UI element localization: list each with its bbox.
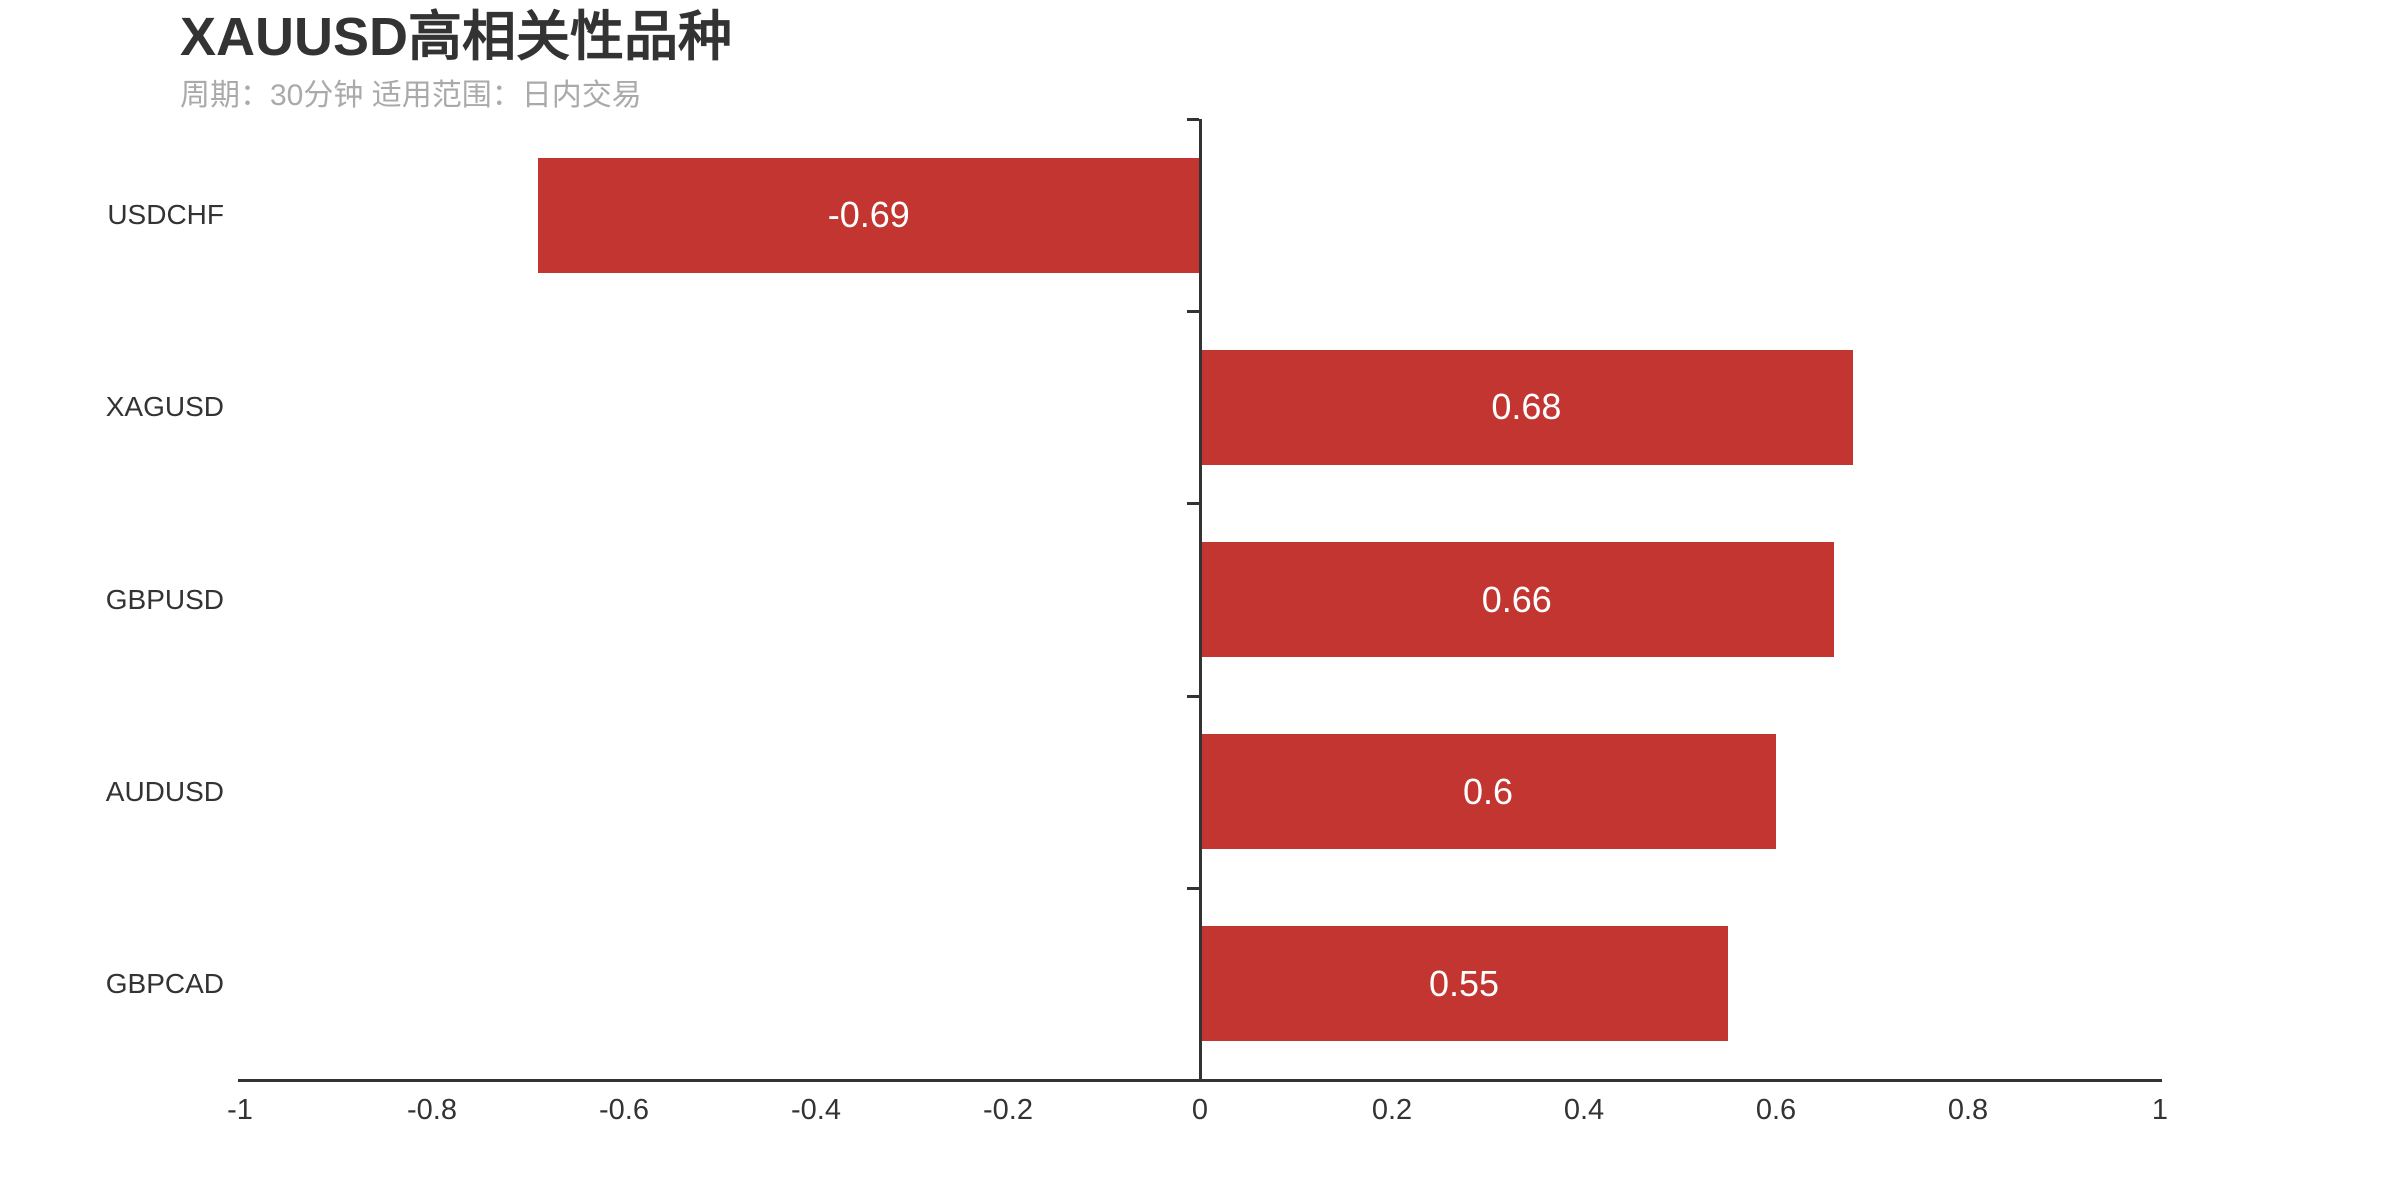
x-tick-label: -0.6 bbox=[599, 1094, 649, 1126]
y-axis-tick bbox=[1187, 886, 1199, 890]
category-label-audusd: AUDUSD bbox=[105, 775, 224, 807]
x-tick-label: -0.8 bbox=[407, 1094, 457, 1126]
chart-subtitle: 周期：30分钟 适用范围：日内交易 bbox=[180, 79, 642, 112]
bar-audusd[interactable]: 0.6 bbox=[1200, 734, 1776, 850]
chart-title: XAUUSD高相关性品种 bbox=[180, 7, 733, 67]
bar-value-label: 0.6 bbox=[1462, 770, 1514, 812]
x-tick-label: 0.6 bbox=[1755, 1094, 1797, 1126]
bar-usdchf[interactable]: -0.69 bbox=[537, 157, 1200, 273]
x-tick-label: 0.8 bbox=[1947, 1094, 1989, 1126]
x-tick-label: -0.2 bbox=[983, 1094, 1033, 1126]
y-axis-tick bbox=[1187, 1079, 1199, 1082]
bar-xagusd[interactable]: 0.68 bbox=[1200, 349, 1853, 465]
x-tick-label: 0 bbox=[1191, 1094, 1209, 1126]
bar-value-label: 0.68 bbox=[1491, 386, 1562, 428]
x-tick-label: -0.4 bbox=[791, 1094, 841, 1126]
bar-gbpcad[interactable]: 0.55 bbox=[1200, 926, 1728, 1042]
y-axis-tick bbox=[1187, 310, 1199, 314]
category-label-usdchf: USDCHF bbox=[107, 199, 224, 231]
x-tick-label: 0.2 bbox=[1371, 1094, 1413, 1126]
y-axis-line bbox=[1199, 119, 1202, 1082]
category-label-xagusd: XAGUSD bbox=[105, 391, 224, 423]
x-tick-label: -1 bbox=[227, 1094, 253, 1126]
x-tick-label: 1 bbox=[2151, 1094, 2169, 1126]
bar-value-label: 0.66 bbox=[1481, 578, 1552, 620]
category-label-gbpusd: GBPUSD bbox=[105, 583, 224, 615]
category-label-gbpcad: GBPCAD bbox=[105, 967, 224, 999]
y-axis-tick bbox=[1187, 694, 1199, 698]
y-axis-tick bbox=[1187, 118, 1199, 121]
bar-value-label: -0.69 bbox=[827, 194, 910, 236]
bar-value-label: 0.55 bbox=[1428, 962, 1500, 1004]
x-tick-label: 0.4 bbox=[1563, 1094, 1605, 1126]
bar-gbpusd[interactable]: 0.66 bbox=[1200, 542, 1834, 657]
y-axis-tick bbox=[1187, 502, 1199, 506]
